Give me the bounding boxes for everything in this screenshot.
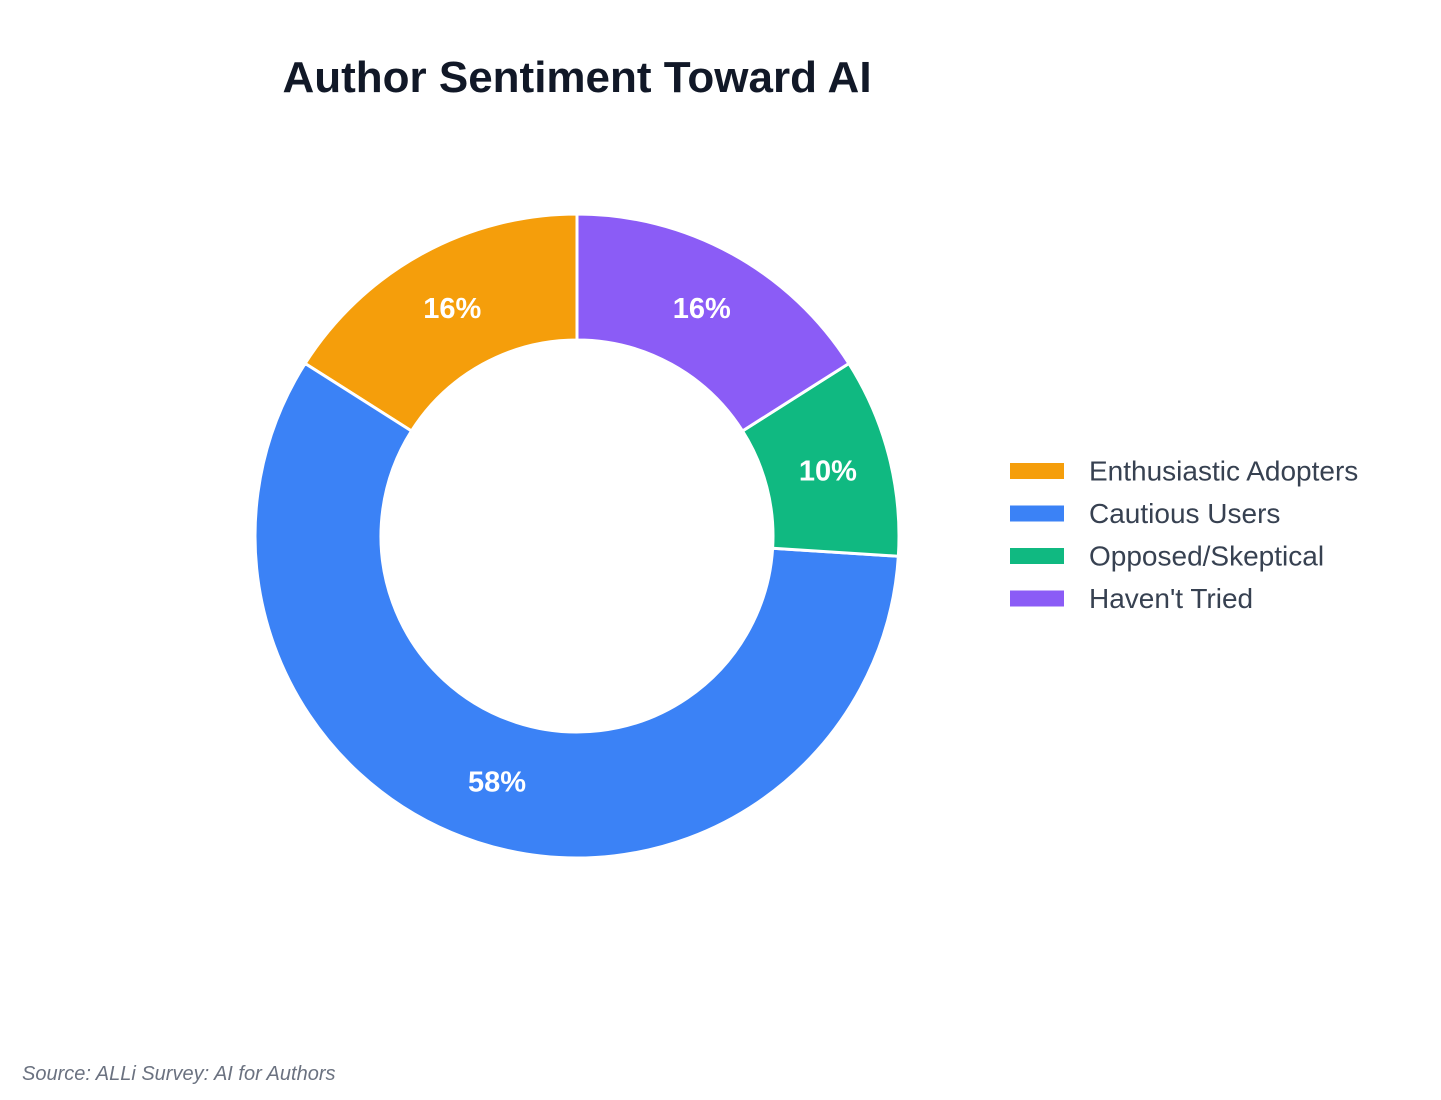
slice-haven-t-tried xyxy=(575,212,851,433)
slice-data-label: 16% xyxy=(673,293,731,325)
legend-label: Haven't Tried xyxy=(1089,583,1253,614)
slice-enthusiastic-adopters xyxy=(303,212,579,433)
slice-labels: 16% 58% 10% 16% xyxy=(423,293,857,798)
legend-label: Opposed/Skeptical xyxy=(1089,541,1324,572)
legend: Enthusiastic Adopters Cautious Users Oppos… xyxy=(1010,456,1358,614)
legend-swatch xyxy=(1010,590,1064,607)
donut-slices xyxy=(253,212,901,860)
legend-swatch xyxy=(1010,463,1064,479)
slice-cautious-users xyxy=(253,361,900,860)
source-note: Source: ALLi Survey: AI for Authors xyxy=(22,1063,335,1085)
legend-label: Cautious Users xyxy=(1089,498,1280,529)
legend-label: Enthusiastic Adopters xyxy=(1089,456,1358,487)
slice-data-label: 10% xyxy=(799,456,857,488)
slice-data-label: 16% xyxy=(423,293,481,325)
chart-title: Author Sentiment Toward AI xyxy=(282,53,871,102)
slice-data-label: 58% xyxy=(468,766,526,798)
legend-swatch xyxy=(1010,505,1064,522)
legend-swatch xyxy=(1010,548,1064,564)
